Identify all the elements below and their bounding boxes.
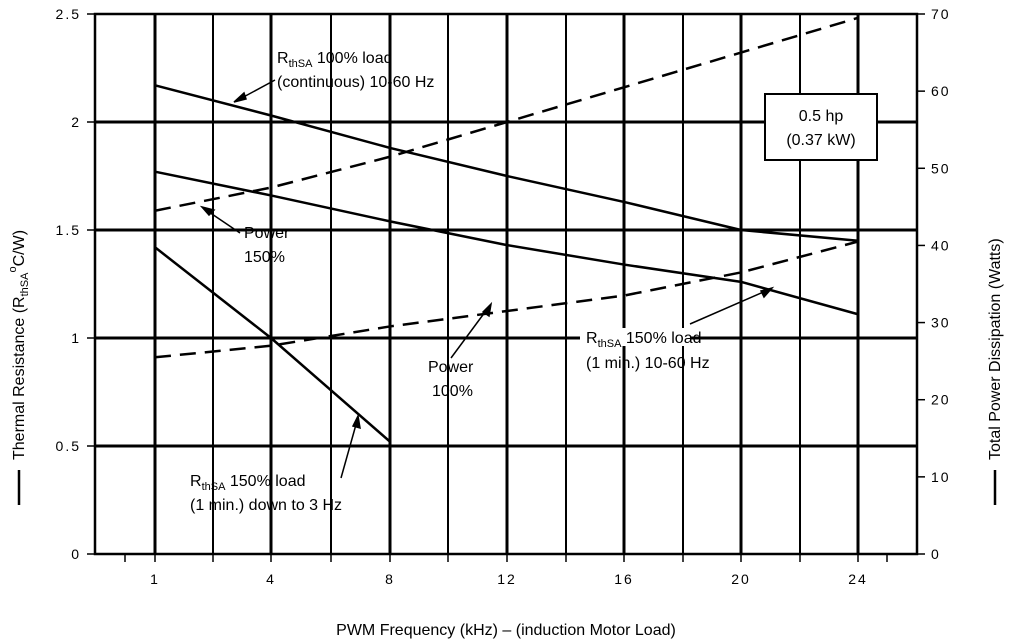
y-left-tick-label: 0.5 [56,438,81,454]
svg-text:Thermal Resistance (RthSAoC/W): Thermal Resistance (RthSAoC/W) [7,230,31,460]
annotation-rthsa-150-b-line2: (1 min.) down to 3 Hz [190,497,342,514]
series-group [154,16,859,443]
annotation-power-150-line1: Power [244,225,290,242]
annotation-rthsa-150-a-line2: (1 min.) 10-60 Hz [586,355,710,372]
series-line-4 [154,16,859,212]
y-right-tick-label: 50 [931,160,951,176]
annotation-rthsa-100-line1: RthSA 100% load [277,50,392,70]
annotation-power-100-line1: Power [428,359,474,376]
axis-ticks: 1 4 8 12 16 20 24 0 0.5 1 1.5 2 2.5 0 10 20 30 40 50 60 70 [56,6,951,587]
series-line-1 [154,84,859,243]
y-right-tick-label: 40 [931,237,951,253]
legend-box-line2: (0.37 kW) [786,132,855,149]
annotation-rthsa-150-b-line1: RthSA 150% load [190,473,305,493]
y-right-tick-label: 30 [931,315,951,331]
series-line-3 [154,246,391,443]
y-right-axis-label: Total Power Dissipation (Watts) [987,238,1004,505]
annotation-bg [580,328,690,346]
series-line-5 [154,240,859,359]
y-left-tick-label: 2.5 [56,6,81,22]
series-line-2 [154,170,859,316]
x-tick-label: 24 [848,571,868,587]
annotation-power-150-line2: 150% [244,249,285,266]
y-right-tick-label: 20 [931,392,951,408]
y-right-tick-label: 0 [931,546,941,562]
annotation-power-100-line2: 100% [432,383,473,400]
x-tick-label: 4 [266,571,276,587]
y-right-tick-label: 10 [931,469,951,485]
plot-frame [93,12,919,556]
x-tick-label: 8 [385,571,395,587]
y-left-tick-label: 1 [71,330,81,346]
annotation-rthsa-150-a-line1: RthSA 150% load [586,330,701,350]
legend-box [764,93,878,161]
annotation-arrows [199,79,775,479]
y-left-tick-label: 2 [71,114,81,130]
x-tick-label: 16 [614,571,634,587]
x-tick-label: 12 [497,571,517,587]
y-left-tick-label: 0 [71,546,81,562]
x-tick-label: 20 [731,571,751,587]
y-left-tick-label: 1.5 [56,222,81,238]
legend-box-line1: 0.5 hp [799,108,844,125]
y-left-axis-label: Thermal Resistance (RthSAoC/W) [7,230,31,505]
annotation-rthsa-100-line2: (continuous) 10-60 Hz [277,74,434,91]
x-axis-label: PWM Frequency (kHz) – (induction Motor L… [336,622,676,639]
y-right-tick-label: 60 [931,83,951,99]
svg-text:Total Power Dissipation (Watts: Total Power Dissipation (Watts) [987,238,1004,460]
x-tick-label: 1 [150,571,160,587]
y-right-tick-label: 70 [931,6,951,22]
